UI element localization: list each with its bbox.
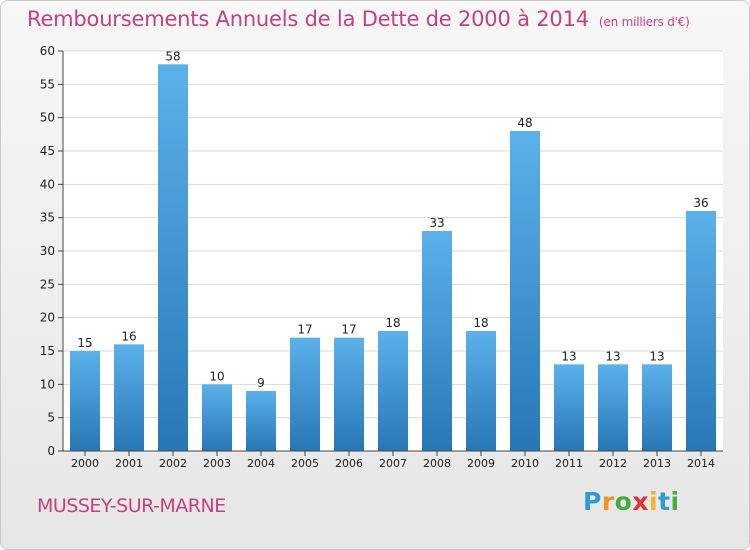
data-label: 18 [385,316,400,330]
logo-letter: i [670,487,680,516]
y-tick-label: 20 [40,311,55,325]
y-tick-label: 5 [47,411,55,425]
x-tick-label: 2009 [467,457,495,470]
x-tick-label: 2006 [335,457,363,470]
x-tick-label: 2010 [511,457,539,470]
x-tick-label: 2001 [115,457,143,470]
data-label: 33 [429,216,444,230]
x-tick-label: 2008 [423,457,451,470]
y-tick-label: 50 [40,111,55,125]
bar [686,211,716,451]
y-tick-label: 60 [40,44,55,58]
unit-note: (en milliers d'€) [598,15,690,29]
logo-letter: o [614,487,633,516]
bar [642,364,672,451]
bar [114,344,144,451]
data-label: 58 [165,49,180,63]
y-tick-label: 35 [40,211,55,225]
data-label: 9 [257,376,265,390]
y-tick-label: 30 [40,244,55,258]
bar [70,351,100,451]
logo-letter: i [649,487,659,516]
bar [510,131,540,451]
x-tick-label: 2003 [203,457,231,470]
data-label: 16 [121,329,136,343]
data-label: 13 [649,349,664,363]
y-tick-label: 40 [40,177,55,191]
data-label: 17 [341,323,356,337]
bar [554,364,584,451]
logo-letter: r [601,487,615,516]
data-label: 36 [693,196,708,210]
data-label: 48 [517,116,532,130]
data-label: 13 [605,349,620,363]
x-tick-label: 2011 [555,457,583,470]
x-tick-label: 2007 [379,457,407,470]
logo-letter: t [658,487,671,516]
x-tick-label: 2004 [247,457,275,470]
data-label: 15 [77,336,92,350]
x-tick-label: 2013 [643,457,671,470]
bar [158,64,188,452]
chart-title: Remboursements Annuels de la Dette de 20… [27,7,690,31]
data-label: 17 [297,323,312,337]
bar [422,231,452,451]
bar [290,337,320,451]
x-tick-label: 2000 [71,457,99,470]
data-label: 13 [561,349,576,363]
bar [598,364,628,451]
x-tick-label: 2005 [291,457,319,470]
title-text: Remboursements Annuels de la Dette de 20… [27,7,589,31]
x-tick-label: 2002 [159,457,187,470]
commune-name: MUSSEY-SUR-MARNE [37,495,226,517]
data-label: 18 [473,316,488,330]
bar [246,391,276,451]
y-tick-label: 45 [40,144,55,158]
proxiti-logo: Proxiti [583,487,680,516]
x-tick-label: 2012 [599,457,627,470]
bar [334,337,364,451]
bar [466,331,496,451]
bar [378,331,408,451]
bar [202,384,232,451]
y-tick-label: 10 [40,377,55,391]
y-tick-label: 55 [40,77,55,91]
x-tick-label: 2014 [687,457,715,470]
y-tick-label: 15 [40,344,55,358]
logo-letter: x [632,487,649,516]
y-tick-label: 0 [47,444,55,458]
logo-letter: P [583,487,602,516]
data-label: 10 [209,369,224,383]
y-tick-label: 25 [40,277,55,291]
